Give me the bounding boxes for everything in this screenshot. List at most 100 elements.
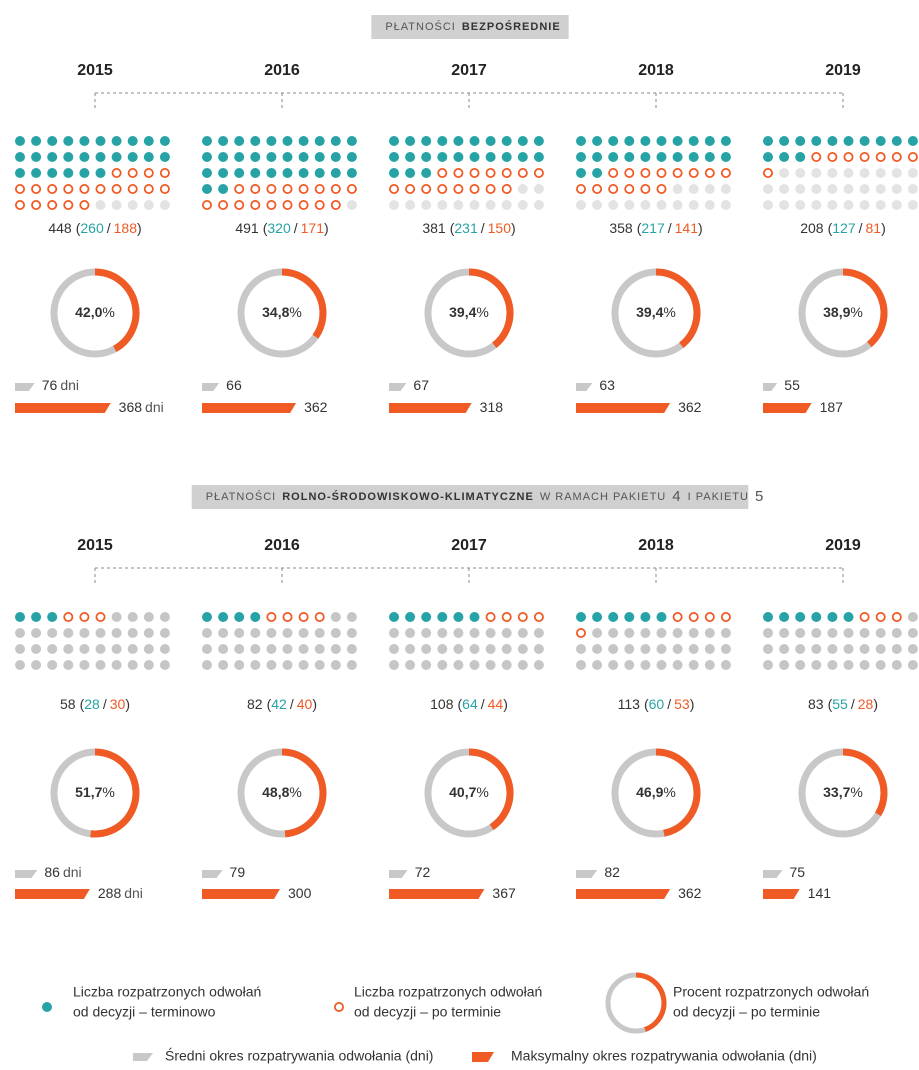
year-label: 2017 (451, 537, 487, 554)
empty-dot (779, 660, 790, 670)
on-time-dot (266, 168, 277, 178)
on-time-dot (720, 136, 731, 146)
on-time-dot (875, 136, 886, 146)
max-bar (15, 889, 90, 899)
on-time-dot (827, 612, 838, 622)
on-time-dot (421, 168, 432, 178)
on-time-dot (640, 152, 651, 162)
empty-dot (437, 200, 448, 210)
empty-dot (720, 628, 731, 638)
on-time-dot (453, 136, 464, 146)
empty-dot (779, 184, 790, 194)
late-dot (47, 183, 58, 194)
late-dot (907, 151, 918, 162)
empty-dot (405, 200, 416, 210)
on-time-count: 127 (832, 220, 856, 236)
empty-dot (875, 644, 886, 654)
year-label: 2016 (264, 537, 300, 554)
late-dot (720, 167, 731, 178)
empty-dot (688, 184, 699, 194)
max-bar (389, 889, 485, 899)
count-label: 448 (260/188) (48, 220, 141, 236)
legend-text: Procent rozpatrzonych odwołań (673, 984, 869, 1000)
paren: ( (450, 220, 455, 236)
empty-dot (469, 628, 480, 638)
empty-dot (485, 628, 496, 638)
empty-dot (298, 644, 309, 654)
empty-dot (624, 628, 635, 638)
max-bar (763, 889, 800, 899)
on-time-dot (298, 136, 309, 146)
empty-dot (656, 644, 667, 654)
on-time-dot (95, 168, 106, 178)
avg-label: 82 (604, 864, 620, 880)
empty-dot (421, 628, 432, 638)
empty-dot (533, 200, 544, 210)
percent-label: 46,9% (636, 784, 676, 800)
percent-value: 39,4 (636, 304, 663, 320)
on-time-dot (437, 612, 448, 622)
late-dot (533, 167, 544, 178)
on-time-dot (282, 152, 293, 162)
on-time-dot (47, 612, 58, 622)
empty-dot (811, 628, 822, 638)
max-label: 368 dni (119, 399, 164, 415)
empty-dot (640, 628, 651, 638)
separator: / (103, 696, 107, 712)
empty-dot (453, 644, 464, 654)
late-dot (218, 199, 229, 210)
empty-dot (827, 200, 838, 210)
legend-late-icon (333, 1002, 344, 1013)
late-dot (314, 199, 325, 210)
on-time-dot (298, 168, 309, 178)
on-time-count: 260 (80, 220, 104, 236)
on-time-dot (31, 152, 42, 162)
late-dot (501, 167, 512, 178)
donut-arc (468, 268, 514, 348)
percent-unit: % (850, 784, 862, 800)
on-time-dot (63, 168, 74, 178)
on-time-dot (266, 136, 277, 146)
on-time-dot (314, 136, 325, 146)
empty-dot (330, 612, 341, 622)
empty-dot (31, 644, 42, 654)
empty-dot (704, 200, 715, 210)
late-count: 150 (488, 220, 512, 236)
empty-dot (159, 612, 170, 622)
on-time-dot (314, 168, 325, 178)
on-time-dot (608, 612, 619, 622)
separator: / (294, 220, 298, 236)
percent-unit: % (476, 784, 488, 800)
empty-dot (330, 660, 341, 670)
donut-arc (90, 748, 140, 838)
days-unit: dni (63, 864, 82, 880)
on-time-dot (218, 612, 229, 622)
legend-arc-icon (635, 972, 667, 1032)
year-panel: 2019 208 (127/81) 38,9% 55 187 (763, 62, 918, 415)
empty-dot (517, 200, 528, 210)
on-time-count: 60 (649, 696, 665, 712)
empty-dot (421, 200, 432, 210)
empty-dot (891, 200, 902, 210)
on-time-dot (795, 612, 806, 622)
max-bar (576, 889, 671, 899)
empty-dot (127, 628, 138, 638)
on-time-dot (111, 152, 122, 162)
avg-label: 67 (413, 377, 429, 393)
total: 82 (247, 696, 263, 712)
empty-dot (143, 628, 154, 638)
empty-dot (453, 660, 464, 670)
avg-bar (763, 870, 783, 878)
donut-arc (655, 268, 701, 348)
percent-label: 34,8% (262, 304, 302, 320)
empty-dot (672, 644, 683, 654)
empty-dot (827, 184, 838, 194)
avg-label: 75 (790, 864, 806, 880)
on-time-dot (421, 152, 432, 162)
on-time-dot (111, 136, 122, 146)
max-label: 367 (492, 885, 516, 901)
on-time-dot (250, 152, 261, 162)
late-dot (640, 167, 651, 178)
